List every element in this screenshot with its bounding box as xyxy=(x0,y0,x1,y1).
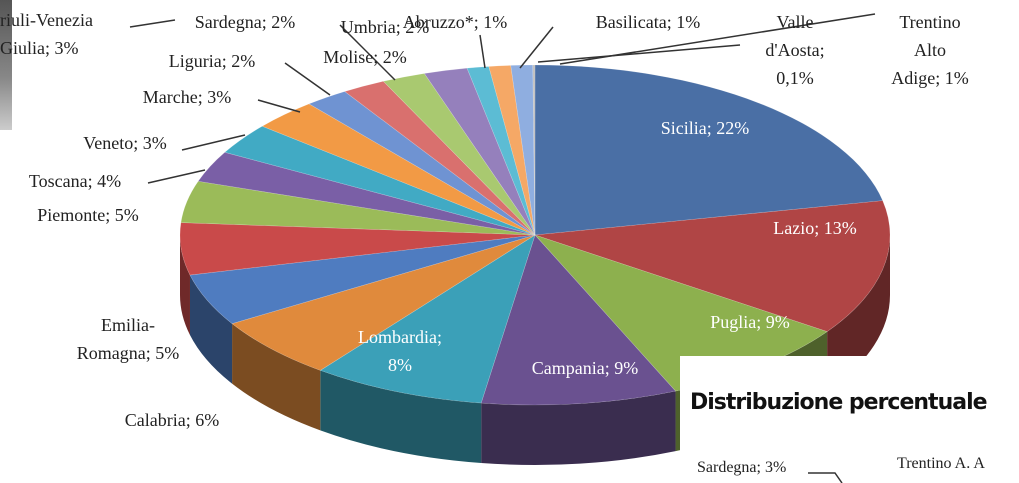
data-label: Trentino Alto Adige; 1% xyxy=(886,8,975,92)
data-label: Lazio; 13% xyxy=(773,214,856,242)
leader-line xyxy=(808,473,842,483)
data-label: riuli-Venezia Giulia; 3% xyxy=(0,6,93,62)
data-label: Sicilia; 22% xyxy=(661,114,750,142)
overlay-leader xyxy=(680,356,1019,483)
data-label: Valle d'Aosta; 0,1% xyxy=(765,8,824,92)
data-label: Puglia; 9% xyxy=(710,308,790,336)
data-label: Toscana; 4% xyxy=(29,167,121,195)
data-label: Liguria; 2% xyxy=(169,47,255,75)
data-label: Abruzzo*; 1% xyxy=(403,8,507,36)
data-label: Molise; 2% xyxy=(323,43,407,71)
leader-line xyxy=(480,35,485,68)
data-label: Campania; 9% xyxy=(532,354,638,382)
leader-line xyxy=(538,45,740,62)
data-label: Sardegna; 2% xyxy=(195,8,295,36)
leader-line xyxy=(130,20,175,27)
data-label: Marche; 3% xyxy=(143,83,231,111)
data-label: Lombardia; 8% xyxy=(358,323,442,379)
leader-line xyxy=(148,170,205,183)
data-label: Basilicata; 1% xyxy=(596,8,700,36)
data-label: Emilia- Romagna; 5% xyxy=(77,311,179,367)
leader-line xyxy=(258,100,300,112)
page: Sicilia; 22% Lazio; 13% Puglia; 9% Campania… xyxy=(0,0,1019,483)
overlay-chart: Distribuzione percentuale Sardegna; 3% T… xyxy=(680,356,1019,483)
data-label: Piemonte; 5% xyxy=(37,201,139,229)
data-label: Veneto; 3% xyxy=(83,129,166,157)
data-label: Calabria; 6% xyxy=(125,406,219,434)
